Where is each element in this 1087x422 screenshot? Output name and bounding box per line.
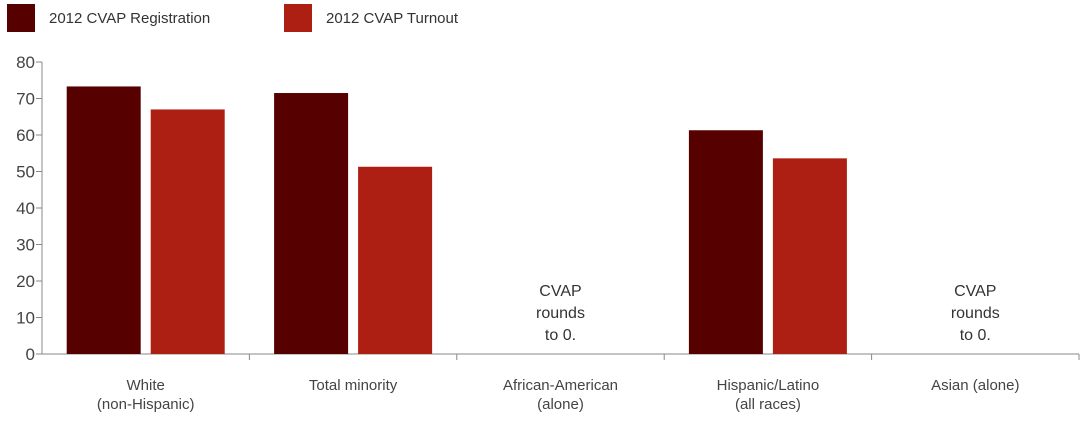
legend-item-turnout: 2012 CVAP Turnout	[284, 4, 458, 32]
legend-swatch-turnout	[284, 4, 312, 32]
x-category-label: Total minority	[309, 377, 398, 394]
y-tick-label: 40	[16, 199, 35, 218]
y-tick-label: 0	[26, 345, 35, 364]
bar-registration	[688, 130, 763, 354]
chart-bars	[66, 86, 847, 355]
y-tick-label: 70	[16, 90, 35, 109]
bar-registration	[274, 93, 349, 355]
legend-item-registration: 2012 CVAP Registration	[7, 4, 210, 32]
bar-turnout	[358, 166, 433, 354]
y-tick-label: 20	[16, 272, 35, 291]
x-category-label: White (non-Hispanic)	[97, 377, 195, 413]
x-category-label: African-American (alone)	[503, 377, 618, 413]
x-category-label: Hispanic/Latino (all races)	[717, 377, 820, 413]
bar-turnout	[150, 109, 225, 354]
y-tick-label: 10	[16, 309, 35, 328]
legend-label-turnout: 2012 CVAP Turnout	[326, 9, 459, 27]
y-tick-label: 50	[16, 163, 35, 182]
y-tick-label: 30	[16, 236, 35, 255]
bar-turnout	[772, 158, 847, 354]
y-tick-label: 60	[16, 126, 35, 145]
legend-label-registration: 2012 CVAP Registration	[49, 9, 211, 27]
annotation-cvap-rounds: CVAP rounds to 0.	[536, 283, 585, 344]
chart-labels: 0 10 20 30 40 50 60 70 80 White (non-Hispanic) Tota…	[16, 53, 1019, 413]
x-category-label: Asian (alone)	[931, 377, 1019, 394]
annotation-cvap-rounds: CVAP rounds to 0.	[951, 283, 1000, 344]
bar-registration	[66, 86, 141, 354]
y-tick-label: 80	[16, 53, 35, 72]
legend-swatch-registration	[7, 4, 35, 32]
